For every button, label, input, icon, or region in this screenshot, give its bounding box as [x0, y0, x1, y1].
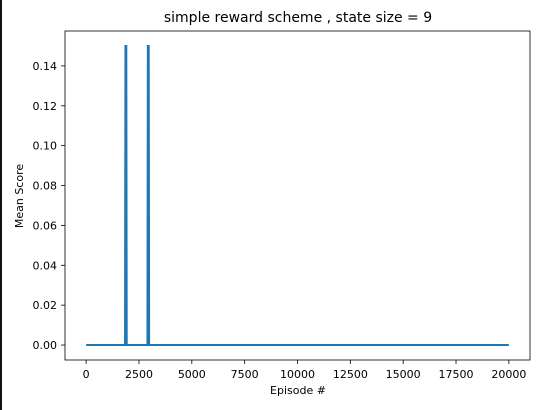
y-tick-label: 0.02 — [33, 299, 58, 312]
x-tick-label: 17500 — [439, 368, 474, 381]
x-tick-label: 5000 — [178, 368, 206, 381]
x-axis-label: Episode # — [270, 384, 326, 397]
plot-frame — [64, 30, 531, 361]
x-tick-label: 10000 — [280, 368, 315, 381]
y-tick-label: 0.06 — [33, 219, 58, 232]
x-axis: 0 2500 5000 7500 10000 12500 15000 17500 20000 — [83, 360, 526, 381]
y-tick-label: 0.10 — [33, 140, 58, 153]
x-tick-label: 15000 — [386, 368, 421, 381]
y-tick-label: 0.08 — [33, 180, 58, 193]
window-left-edge — [0, 0, 2, 410]
y-tick-label: 0.04 — [33, 259, 58, 272]
x-tick-label: 0 — [83, 368, 90, 381]
x-tick-label: 12500 — [333, 368, 368, 381]
x-tick-label: 20000 — [491, 368, 526, 381]
y-tick-label: 0.12 — [33, 100, 58, 113]
x-tick-label: 7500 — [231, 368, 259, 381]
y-tick-label: 0.00 — [33, 339, 58, 352]
y-tick-label: 0.14 — [33, 60, 58, 73]
series-line-1 — [86, 44, 509, 347]
series-layer — [86, 44, 509, 347]
y-axis: 0.00 0.02 0.04 0.06 0.08 0.10 0.12 0.14 — [33, 60, 65, 352]
y-axis-label: Mean Score — [13, 164, 26, 229]
chart-title: simple reward scheme , state size = 9 — [164, 10, 432, 26]
x-tick-label: 2500 — [125, 368, 153, 381]
plot-area — [65, 31, 530, 360]
